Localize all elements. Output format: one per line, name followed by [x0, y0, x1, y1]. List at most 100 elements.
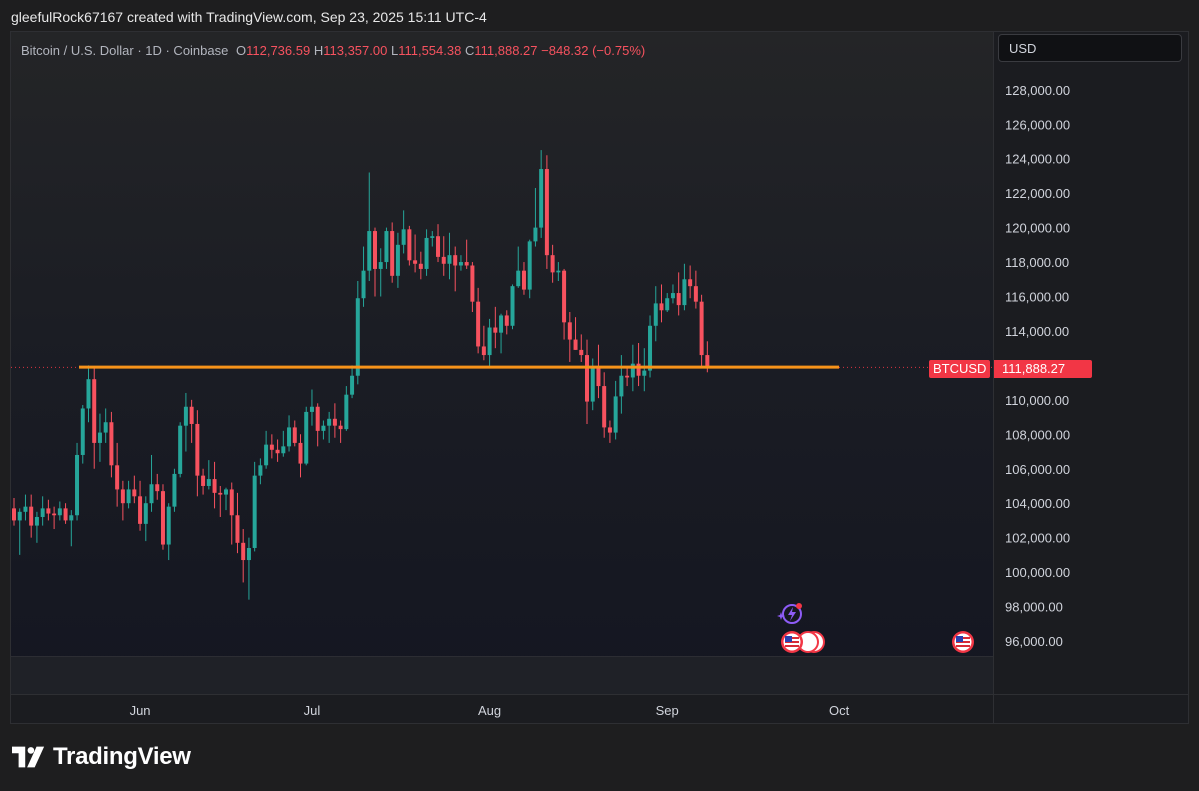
candle [143, 496, 148, 542]
candle [246, 537, 251, 600]
candle [464, 239, 469, 269]
us-flag-icon[interactable] [780, 630, 826, 659]
candle [92, 367, 97, 469]
candle [23, 494, 28, 521]
candle-body [556, 270, 561, 273]
candle [40, 496, 45, 526]
candle-body [264, 444, 269, 466]
tradingview-logo[interactable]: TradingView [12, 743, 191, 771]
candle [458, 255, 463, 271]
candle [361, 246, 366, 307]
low-value: 111,554.38 [398, 43, 462, 58]
candle [436, 224, 441, 263]
candle [653, 286, 658, 342]
candle-body [516, 270, 521, 287]
candle [504, 310, 509, 335]
candle [636, 343, 641, 387]
chart-frame[interactable]: Bitcoin / U.S. Dollar · 1D · Coinbase O 1… [10, 31, 1189, 724]
candle-body [521, 270, 526, 290]
candle [195, 410, 200, 497]
high-label: H [313, 43, 324, 58]
price-tick-label: 104,000.00 [1005, 496, 1070, 511]
candle-body [120, 489, 125, 504]
candle [166, 503, 171, 561]
candle [527, 239, 532, 299]
candle-body [160, 491, 165, 545]
time-axis[interactable]: Jun Jul Aug Sep Oct [11, 694, 993, 723]
candle-body [693, 286, 698, 302]
candle-body [585, 355, 589, 402]
candle-body [241, 542, 246, 561]
candle [155, 473, 160, 500]
candle-body [550, 255, 555, 273]
candle [160, 484, 165, 550]
candle-body [504, 315, 509, 326]
candle [46, 499, 51, 521]
price-tick-label: 124,000.00 [1005, 152, 1070, 167]
candle-body [206, 479, 211, 486]
candle-body [138, 496, 143, 524]
candle-body [86, 379, 91, 409]
candle [235, 492, 240, 554]
candle-body [189, 406, 194, 424]
price-tick-label: 118,000.00 [1005, 255, 1069, 270]
candle-body [418, 263, 423, 269]
candle-body [166, 506, 171, 545]
candle-body [309, 406, 314, 412]
chart-caption: gleefulRock67167 created with TradingVie… [11, 9, 487, 25]
candle-body [109, 422, 114, 466]
price-tick-label: 116,000.00 [1005, 290, 1069, 305]
candle-body [539, 169, 544, 228]
candlestick-chart[interactable] [11, 32, 993, 694]
symbol-description[interactable]: Bitcoin / U.S. Dollar · 1D · Coinbase [21, 43, 229, 58]
candle [659, 284, 664, 323]
candle-body [275, 449, 280, 454]
ohlc-legend: Bitcoin / U.S. Dollar · 1D · Coinbase O 1… [21, 43, 645, 58]
open-label: O [235, 43, 247, 58]
lightning-event-icon[interactable] [777, 602, 805, 631]
us-flag-icon[interactable] [951, 630, 975, 659]
candle-body [648, 325, 653, 371]
candle [189, 399, 194, 443]
candle-body [476, 301, 481, 347]
candle-body [430, 236, 435, 238]
candle-body [384, 231, 389, 263]
candle-body [246, 547, 251, 561]
candle [499, 313, 504, 354]
time-tick-label: Jul [304, 703, 321, 718]
currency-selector[interactable]: USD [998, 34, 1182, 62]
candle-body [229, 489, 234, 516]
candle [350, 365, 355, 399]
candle [533, 187, 538, 247]
candle-body [149, 484, 154, 504]
candle [52, 506, 57, 530]
candle-body [562, 270, 567, 323]
candle [493, 306, 498, 349]
time-tick-label: Aug [478, 703, 501, 718]
candle-body [470, 265, 475, 302]
candle-body [12, 508, 16, 521]
candle-body [567, 322, 572, 340]
candle-body [344, 394, 349, 430]
candle-body [212, 479, 217, 493]
candle-body [499, 315, 504, 333]
candle [390, 222, 395, 283]
candle [57, 501, 62, 521]
plot-area[interactable]: Bitcoin / U.S. Dollar · 1D · Coinbase O 1… [11, 32, 993, 694]
candle-body [436, 236, 441, 257]
candle-body [327, 418, 332, 426]
candle-body [596, 367, 601, 387]
time-axis-labels: Jun Jul Aug Sep Oct [130, 703, 850, 718]
candle-body [178, 425, 183, 474]
candle [521, 262, 526, 295]
candle [212, 461, 217, 509]
price-tick-label: 98,000.00 [1005, 600, 1063, 615]
candle-body [544, 169, 549, 256]
low-label: L [390, 43, 399, 58]
candle [252, 461, 257, 552]
candle [544, 155, 549, 269]
candle [75, 442, 80, 521]
candle [602, 372, 607, 438]
candle [258, 458, 263, 485]
candle [476, 287, 481, 354]
